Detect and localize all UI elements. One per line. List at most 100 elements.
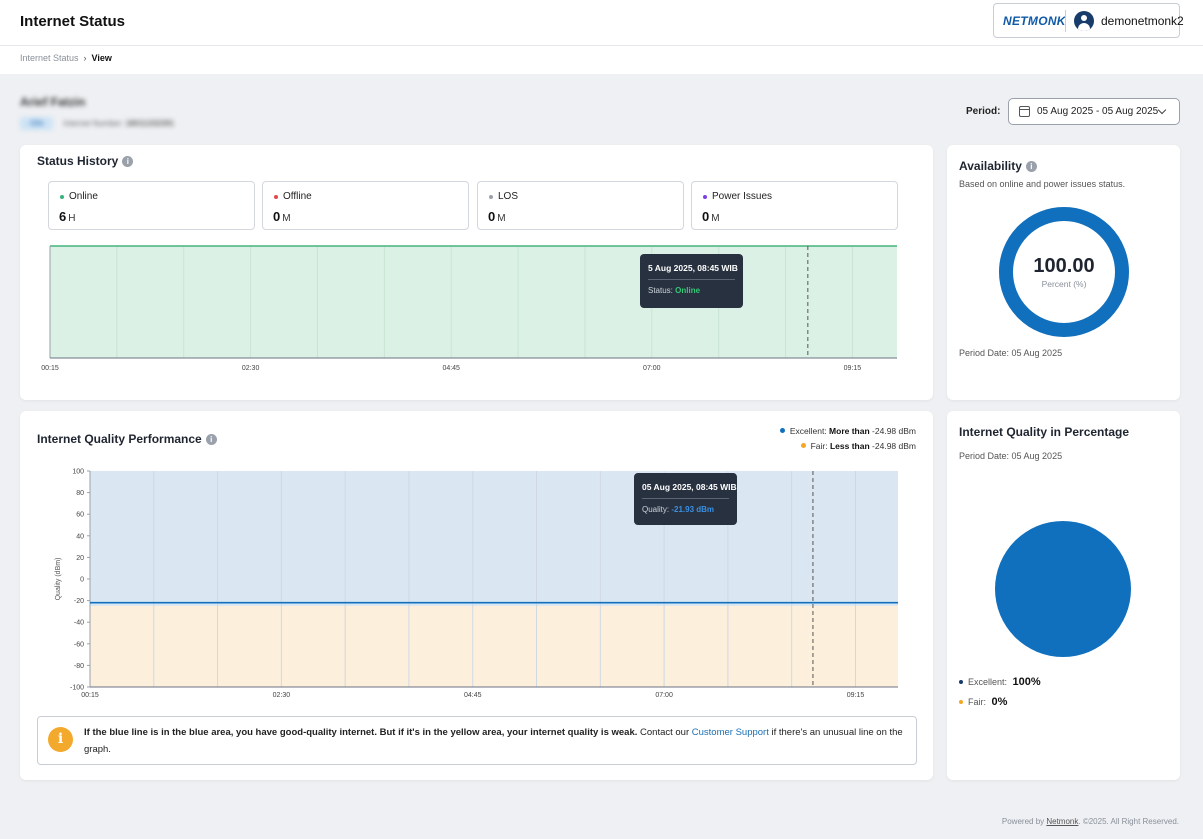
x-tick-label: 09:15 <box>847 692 865 699</box>
excellent-dot <box>959 680 963 684</box>
status-history-chart[interactable]: 00:15 02:30 04:45 07:00 09:15 <box>20 235 933 375</box>
status-history-title: Status History i <box>37 154 134 168</box>
stat-number: 6 <box>59 209 67 224</box>
tooltip-title: 05 Aug 2025, 08:45 WIB <box>642 482 737 492</box>
user-menu[interactable]: NETMONK demonetmonk2 <box>993 3 1184 38</box>
breadcrumb-bar: Internet Status › View <box>0 46 1203 74</box>
tooltip-title: 5 Aug 2025, 08:45 WIB <box>648 263 738 273</box>
subject-info: Arief Fatzin ISN Internet Number: 1801133… <box>20 95 174 130</box>
y-tick-label: 100 <box>72 469 84 476</box>
period-select[interactable]: 05 Aug 2025 - 05 Aug 2025 <box>1008 98 1180 125</box>
subject-meta-label: Internet Number: <box>63 119 124 128</box>
power-issues-dot <box>703 195 707 199</box>
subject-chip: ISN <box>20 117 54 130</box>
legend-label: Fair: <box>968 697 986 707</box>
offline-dot <box>274 195 278 199</box>
legend-excellent: Excellent: More than -24.98 dBm <box>779 426 916 436</box>
stat-number: 0 <box>488 209 496 224</box>
fair-dot <box>800 443 806 448</box>
x-tick-label: 09:15 <box>844 365 862 372</box>
y-tick-label: 40 <box>76 533 84 540</box>
fair-dot <box>959 700 963 704</box>
customer-support-link[interactable]: Customer Support <box>691 727 769 738</box>
y-tick-label: -60 <box>74 641 84 648</box>
info-icon[interactable]: i <box>122 156 134 167</box>
legend-label: Excellent: <box>789 426 827 436</box>
y-tick-label: -80 <box>74 663 84 670</box>
stat-label: Offline <box>283 191 312 202</box>
tooltip-label: Quality: <box>642 505 670 514</box>
avatar-icon <box>1074 11 1094 31</box>
quality-tooltip: 05 Aug 2025, 08:45 WIB Quality: -21.93 d… <box>634 473 737 525</box>
pie-legend-fair: Fair: 0% <box>959 696 1007 708</box>
x-tick-label: 02:30 <box>242 365 260 372</box>
info-icon: i <box>48 727 73 752</box>
donut-arc <box>999 207 1129 337</box>
y-tick-label: 20 <box>76 555 84 562</box>
quality-percentage-card: Internet Quality in Percentage Period Da… <box>947 411 1180 780</box>
footer-netmonk-link[interactable]: Netmonk <box>1046 817 1079 826</box>
status-history-title-text: Status History <box>37 154 119 168</box>
x-tick-label: 07:00 <box>655 692 673 699</box>
legend-value: -24.98 dBm <box>872 441 916 451</box>
tooltip-divider <box>648 279 735 280</box>
pie-slice-excellent <box>995 521 1131 657</box>
availability-card: Availability i Based on online and power … <box>947 145 1180 400</box>
legend-value: 0% <box>991 696 1008 708</box>
subject-name: Arief Fatzin <box>20 95 86 109</box>
chevron-right-icon: › <box>83 53 87 63</box>
x-tick-label: 07:00 <box>643 365 661 372</box>
status-tooltip: 5 Aug 2025, 08:45 WIB Status: Online <box>640 254 743 308</box>
note-bold: If the blue line is in the blue area, yo… <box>84 727 638 738</box>
stat-number: 0 <box>273 209 281 224</box>
info-icon[interactable]: i <box>205 434 217 445</box>
tooltip-status-value: Online <box>675 286 701 295</box>
username: demonetmonk2 <box>1101 14 1184 28</box>
quality-info-box: i If the blue line is in the blue area, … <box>37 716 917 765</box>
legend-value: 100% <box>1012 676 1041 688</box>
y-tick-label: 60 <box>76 512 84 519</box>
period-label: Period: <box>966 106 1001 117</box>
x-tick-label: 04:45 <box>464 692 482 699</box>
legend-bold: Less than <box>829 441 870 451</box>
x-tick-label: 00:15 <box>81 692 99 699</box>
availability-title-text: Availability <box>959 159 1022 173</box>
info-icon[interactable]: i <box>1025 161 1037 172</box>
online-dot <box>60 195 64 199</box>
quality-performance-card: Internet Quality Performance i Excellent:… <box>20 411 933 780</box>
breadcrumb: Internet Status › View <box>20 53 112 63</box>
footer-prefix: Powered by <box>1001 817 1047 826</box>
note-text: Contact our <box>637 727 692 738</box>
breadcrumb-link-internet-status[interactable]: Internet Status <box>20 53 79 63</box>
stat-number: 0 <box>702 209 710 224</box>
x-tick-label: 02:30 <box>273 692 291 699</box>
legend-value: -24.98 dBm <box>872 426 916 436</box>
y-tick-label: 0 <box>80 577 84 584</box>
quality-performance-title: Internet Quality Performance i <box>37 432 217 446</box>
availability-title: Availability i <box>959 159 1037 173</box>
footer-suffix: . ©2025. All Right Reserved. <box>1078 817 1179 826</box>
x-tick-label: 04:45 <box>442 365 460 372</box>
quality-percentage-title: Internet Quality in Percentage <box>959 425 1130 439</box>
pie-legend-excellent: Excellent: 100% <box>959 676 1041 688</box>
calendar-icon <box>1019 106 1030 117</box>
tooltip-line: Quality: -21.93 dBm <box>642 505 714 514</box>
stat-label: Online <box>69 191 98 202</box>
y-tick-label: -100 <box>70 685 84 692</box>
availability-value: 100.00 <box>1033 255 1095 277</box>
stat-unit: M <box>497 213 506 224</box>
quality-percentage-period-date: Period Date: 05 Aug 2025 <box>959 451 1063 461</box>
subject-meta: ISN Internet Number: 18011332391 <box>20 117 174 130</box>
stat-unit: H <box>68 213 76 224</box>
y-tick-label: -40 <box>74 620 84 627</box>
note-text: if there's an unusual line on the graph. <box>84 727 903 755</box>
quality-performance-title-text: Internet Quality Performance <box>37 432 202 446</box>
